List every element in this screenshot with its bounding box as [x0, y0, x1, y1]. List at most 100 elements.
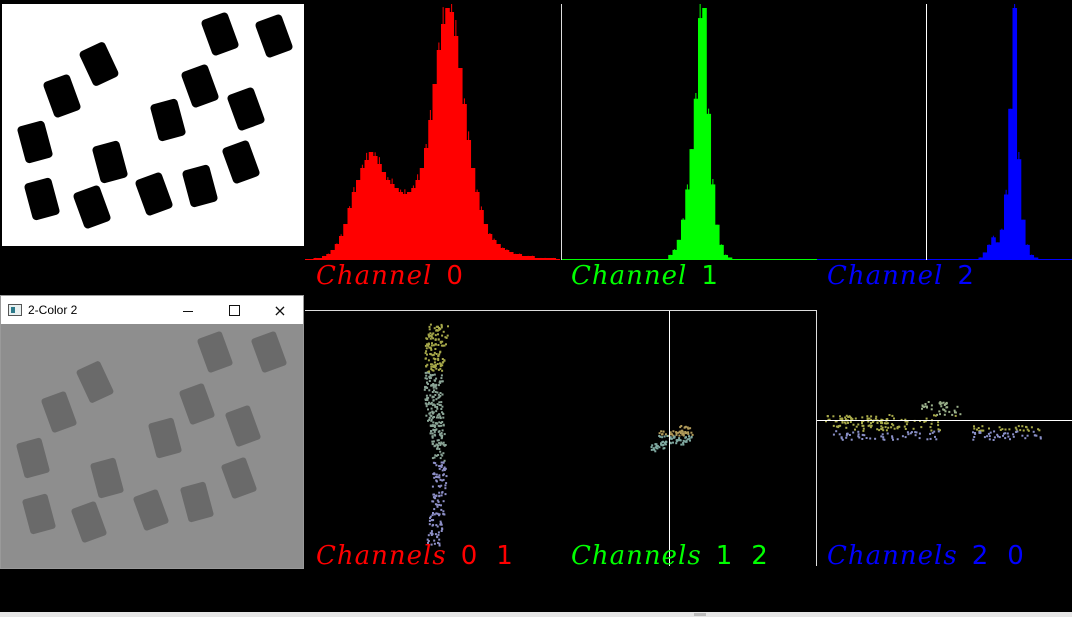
- color-window[interactable]: 2-Color 2 ×: [0, 295, 304, 569]
- scatter-point: [669, 442, 672, 445]
- scatter-point: [431, 440, 434, 443]
- scatter-point: [440, 522, 443, 525]
- scatter-point: [425, 374, 428, 377]
- close-button[interactable]: ×: [257, 296, 303, 324]
- scatter-point: [432, 519, 435, 522]
- scatter-point: [1017, 425, 1020, 428]
- scatter-point: [426, 398, 429, 401]
- scatter-point: [430, 353, 433, 356]
- scatter-point: [429, 332, 432, 335]
- scatter-point: [1014, 426, 1017, 429]
- scatter-point: [433, 426, 436, 428]
- scatter-point: [682, 443, 685, 446]
- scatter-point: [429, 411, 432, 414]
- scatter-point: [432, 337, 435, 340]
- scatter-point: [440, 422, 442, 424]
- scatter-point: [432, 425, 435, 427]
- scatter-point: [897, 425, 900, 428]
- scatter-point: [430, 419, 433, 422]
- horizontal-scrollbar[interactable]: [0, 612, 1072, 617]
- scatter-point: [869, 437, 872, 440]
- scatter-point: [431, 500, 434, 503]
- scatter-point: [434, 494, 437, 497]
- scatter-point: [435, 329, 438, 332]
- scatter-point: [871, 421, 874, 423]
- scatter-point: [432, 473, 435, 475]
- scatter-point: [839, 417, 842, 420]
- scatter-point: [427, 344, 430, 347]
- scatter-point: [681, 432, 684, 435]
- scatter-point: [685, 440, 688, 443]
- scatter-point: [874, 437, 877, 440]
- scatter-point: [437, 416, 440, 419]
- scatter-point: [669, 436, 672, 439]
- scatter-point: [436, 512, 439, 515]
- gray-blob: [76, 361, 114, 403]
- scatter-point: [424, 357, 427, 360]
- scatter-point: [441, 358, 444, 360]
- scatter-point: [437, 338, 440, 341]
- scatter-point: [888, 414, 891, 416]
- scatter-point: [434, 358, 436, 361]
- scatter-point: [428, 335, 431, 338]
- scatter-point: [858, 436, 861, 439]
- scatter-point: [924, 403, 927, 405]
- scatter-point: [428, 377, 431, 380]
- scatter-point: [896, 427, 899, 430]
- scatter-point: [1004, 428, 1007, 431]
- scatter-point: [951, 413, 954, 416]
- scatter-point: [867, 420, 870, 423]
- scatter-point: [973, 427, 976, 430]
- scatter-point: [441, 454, 444, 457]
- label-word: Channel: [316, 261, 433, 291]
- scatter-point: [441, 442, 444, 445]
- scatter-point: [1037, 428, 1040, 431]
- scatter-point: [443, 344, 446, 347]
- scatter-point: [870, 424, 873, 427]
- scatter-point: [441, 429, 444, 432]
- scatter-point: [432, 440, 435, 443]
- scatter-point: [442, 330, 445, 333]
- scatter-point: [1032, 430, 1035, 433]
- scatter-point: [435, 387, 438, 390]
- scatter-point: [436, 525, 439, 528]
- scatter-point: [690, 436, 693, 439]
- label-number: 1: [701, 261, 719, 291]
- scatter-point: [839, 424, 842, 427]
- scatter-point: [862, 424, 865, 427]
- scatter-point: [435, 454, 438, 457]
- scatter-point: [443, 359, 446, 362]
- scatter-point: [442, 510, 445, 513]
- scatter-point: [438, 542, 441, 545]
- scatter-point: [880, 427, 883, 430]
- scatter-point: [442, 513, 445, 516]
- scatter-point: [837, 426, 840, 429]
- scatter-point: [441, 369, 444, 372]
- scatter-point: [440, 324, 443, 327]
- scatter-point: [435, 476, 438, 478]
- scatter-point: [891, 414, 894, 417]
- minimize-button[interactable]: [165, 296, 211, 324]
- scatter-point: [1026, 428, 1029, 431]
- scrollbar-thumb[interactable]: [694, 613, 706, 616]
- scatter-point: [1021, 425, 1024, 428]
- scatter-point: [661, 444, 664, 447]
- gray-blob: [197, 331, 233, 373]
- scatter-point: [676, 439, 679, 442]
- scatter-point: [904, 418, 907, 421]
- scatter-point: [434, 343, 437, 346]
- scatter-point: [432, 384, 435, 387]
- scatter-point: [847, 416, 850, 418]
- window-titlebar[interactable]: 2-Color 2 ×: [1, 296, 303, 324]
- scatter-point: [440, 530, 443, 532]
- scatter-point: [1039, 437, 1042, 440]
- histogram-channel-1: [561, 4, 817, 260]
- scatter-point: [910, 431, 913, 434]
- scatter-point: [943, 413, 946, 416]
- scatter-point: [428, 389, 431, 392]
- scatter-point: [434, 434, 437, 437]
- mask-blob: [255, 14, 293, 58]
- maximize-button[interactable]: [211, 296, 257, 324]
- scatter-point: [1022, 429, 1025, 432]
- scatter-point: [432, 428, 435, 431]
